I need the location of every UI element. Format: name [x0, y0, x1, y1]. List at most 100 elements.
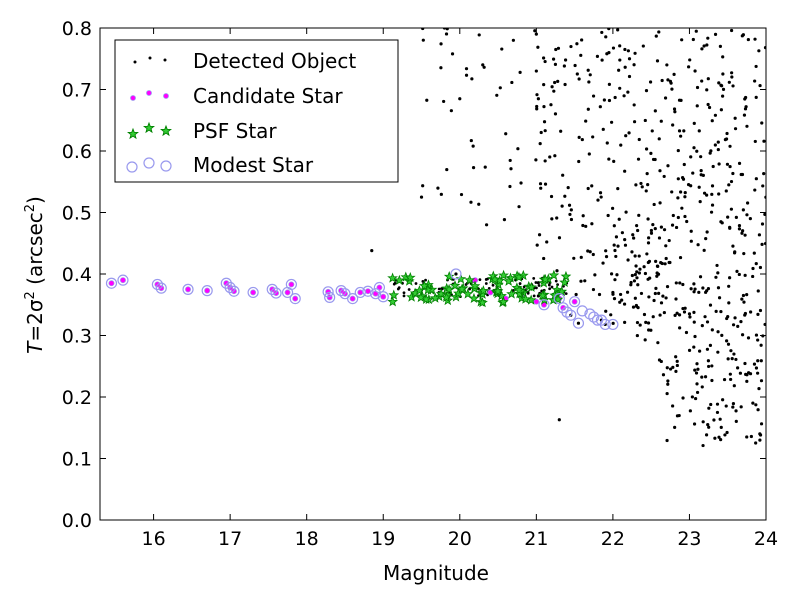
psf-star-layer [387, 269, 572, 308]
detected-object-point [700, 47, 704, 51]
detected-object-point [708, 151, 712, 155]
detected-object-point [707, 105, 712, 110]
detected-object-point [749, 310, 753, 314]
detected-object-point [619, 143, 623, 147]
detected-object-point [612, 224, 616, 228]
detected-object-point [754, 177, 758, 181]
detected-object-point [584, 224, 588, 228]
detected-object-point [522, 285, 526, 289]
detected-object-point [665, 285, 670, 289]
psf-star-point [539, 273, 551, 285]
detected-object-point [516, 147, 520, 151]
detected-object-point [616, 28, 620, 32]
detected-object-point [698, 349, 702, 353]
detected-object-point [763, 241, 766, 246]
detected-object-point [716, 286, 721, 290]
candidate-star-point [288, 281, 295, 288]
detected-object-point [717, 296, 722, 300]
detected-object-point [753, 188, 757, 192]
detected-object-point [734, 419, 738, 423]
detected-object-point [581, 214, 585, 218]
detected-object-point [673, 110, 677, 114]
detected-object-point [569, 217, 574, 222]
detected-object-point [651, 157, 656, 162]
detected-object-point [729, 349, 733, 353]
detected-object-point [591, 252, 595, 257]
detected-object-point [697, 129, 701, 133]
detected-object-point [551, 57, 556, 61]
detected-object-point [659, 301, 664, 305]
detected-object-point [511, 38, 515, 42]
detected-object-point [607, 157, 611, 161]
detected-object-point [655, 59, 660, 63]
y-axis-label-unit-exp: 2 [23, 204, 38, 212]
detected-object-point [535, 243, 539, 247]
detected-object-point [572, 256, 576, 260]
detected-object-point [669, 81, 673, 85]
detected-object-point [745, 213, 749, 217]
detected-object-point [681, 282, 685, 287]
detected-object-point [692, 310, 696, 314]
detected-object-point [590, 222, 594, 226]
detected-object-point [630, 250, 634, 254]
detected-object-point [756, 408, 760, 412]
detected-object-point [731, 84, 735, 88]
detected-object-point [689, 287, 693, 291]
detected-object-point [754, 441, 758, 445]
psf-star-point [477, 297, 488, 308]
detected-object-point [549, 103, 553, 107]
detected-object-point [563, 194, 567, 198]
candidate-star-point [380, 293, 387, 300]
detected-object-point [672, 107, 677, 111]
detected-object-point [683, 191, 687, 195]
detected-object-point [587, 80, 591, 84]
detected-object-point [577, 135, 581, 139]
detected-object-point [757, 49, 761, 53]
detected-object-point [720, 333, 724, 337]
detected-object-point [728, 144, 732, 148]
psf-star-point [394, 274, 405, 285]
detected-object-point [694, 371, 699, 375]
detected-object-point [611, 292, 615, 296]
y-axis-label-close: ) [23, 196, 47, 204]
detected-object-point [539, 186, 543, 190]
detected-object-point [680, 206, 684, 210]
detected-object-point [646, 183, 650, 187]
candidate-star-point [204, 287, 211, 294]
detected-object-point [671, 404, 675, 408]
detected-object-point [579, 279, 583, 283]
detected-object-point [693, 69, 697, 73]
detected-object-point [554, 279, 558, 283]
detected-object-point [471, 166, 476, 170]
detected-object-point [745, 293, 749, 297]
detected-object-point [763, 45, 766, 50]
detected-object-point [725, 339, 729, 343]
detected-object-point [632, 103, 636, 107]
detected-object-point [704, 290, 708, 294]
detected-object-point [579, 53, 583, 57]
y-tick-label: 0.4 [62, 264, 92, 286]
detected-object-point [730, 75, 734, 79]
y-tick-label: 0.8 [62, 18, 92, 40]
detected-object-point [459, 192, 464, 197]
x-tick-labels: 16 17 18 19 20 21 22 23 24 [141, 528, 778, 550]
detected-object-point [674, 297, 678, 301]
detected-object-point [484, 278, 488, 281]
legend-marker-dot-3 [163, 58, 167, 62]
detected-object-point [642, 312, 647, 317]
detected-object-point [679, 98, 683, 102]
detected-object-point [740, 297, 744, 301]
modest-star-point [584, 308, 596, 320]
detected-object-point [716, 147, 720, 152]
detected-object-point [736, 366, 740, 370]
detected-object-point [533, 29, 537, 33]
detected-object-point [734, 409, 738, 413]
detected-object-point [681, 306, 685, 311]
detected-object-point [743, 311, 748, 316]
detected-object-point [708, 303, 713, 307]
detected-object-point [673, 313, 677, 318]
detected-object-point [735, 269, 739, 273]
detected-object-point [692, 320, 696, 324]
detected-object-point [688, 409, 692, 413]
detected-object-point [758, 265, 763, 270]
